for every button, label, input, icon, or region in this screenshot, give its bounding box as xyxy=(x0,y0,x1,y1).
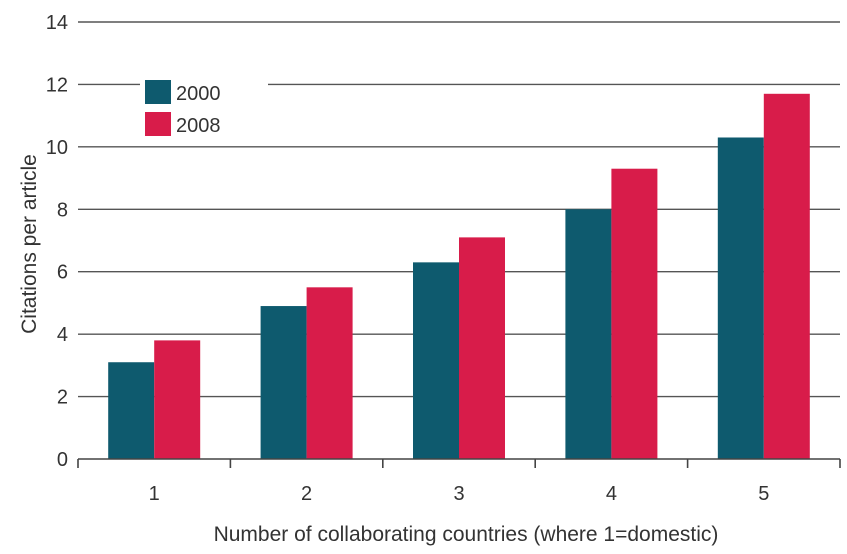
bar-2000-5 xyxy=(717,137,764,459)
y-tick-label: 2 xyxy=(57,387,68,409)
bar-2000-1 xyxy=(108,362,155,459)
bar-2000-2 xyxy=(260,306,307,459)
x-tick-label: 5 xyxy=(758,483,769,505)
x-tick-label: 3 xyxy=(453,483,464,505)
bar-2008-3 xyxy=(459,237,505,459)
bar-2008-5 xyxy=(763,93,810,460)
y-tick-label: 14 xyxy=(46,12,68,34)
legend: 2000 2008 xyxy=(140,72,268,142)
y-tick-label: 0 xyxy=(57,449,68,471)
y-tick-label: 12 xyxy=(46,74,68,96)
bars xyxy=(108,93,810,460)
bar-2008-4 xyxy=(611,168,658,459)
y-tick-label: 8 xyxy=(57,199,68,221)
x-axis-label: Number of collaborating countries (where… xyxy=(214,523,719,546)
y-tick-label: 6 xyxy=(57,262,68,284)
bar-2000-3 xyxy=(413,262,459,459)
bar-2000-4 xyxy=(565,209,612,459)
x-tick-label: 4 xyxy=(606,483,617,505)
legend-swatch-2000 xyxy=(145,80,171,104)
legend-label: 2000 xyxy=(176,83,221,105)
y-tick-label: 4 xyxy=(57,324,68,346)
x-tick-label: 1 xyxy=(149,483,160,505)
x-tick-label: 2 xyxy=(301,483,312,505)
y-tick-label: 10 xyxy=(46,137,68,159)
legend-label: 2008 xyxy=(176,115,221,137)
bar-2008-1 xyxy=(154,340,201,459)
y-axis-label: Citations per article xyxy=(18,154,41,334)
legend-swatch-2008 xyxy=(145,112,171,136)
bar-2008-2 xyxy=(306,287,353,459)
